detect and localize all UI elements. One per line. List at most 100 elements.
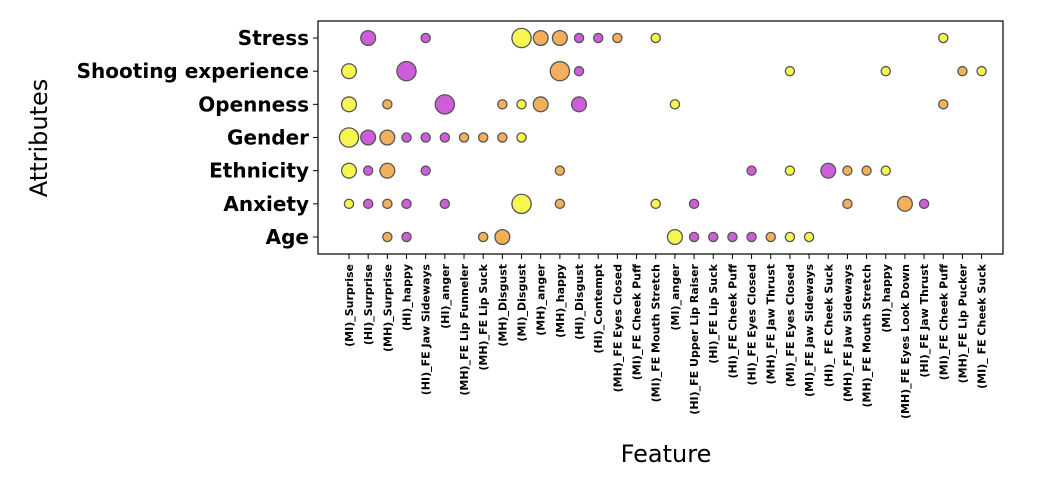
- x-tick-label: (MH)_FE Eyes Closed: [611, 264, 624, 392]
- bubble-point: [340, 162, 358, 179]
- x-tick-label: (HI)_FE Jaw Thrust: [918, 264, 931, 378]
- x-tick-label: (HI)_FE Lip Suck: [707, 263, 720, 363]
- x-tick-label: (MH)_FE Lip Funneler: [458, 263, 471, 395]
- bubble-point: [688, 231, 700, 243]
- bubble-point: [666, 228, 683, 246]
- bubble-point: [918, 198, 930, 210]
- bubble-point: [938, 99, 949, 110]
- bubble-point: [612, 32, 623, 44]
- bubble-point: [784, 231, 796, 243]
- bubble-point: [746, 165, 757, 176]
- x-tick-label: (HI)_FE Eyes Closed: [746, 264, 759, 386]
- x-tick-label: (MI)_Surprise: [343, 264, 356, 347]
- bubble-point: [379, 162, 396, 179]
- bubble-point: [401, 198, 412, 210]
- x-tick-label: (HI)_happy: [401, 264, 414, 331]
- bubble-point: [784, 65, 796, 77]
- bubble-point: [362, 165, 374, 176]
- bubble-point: [477, 132, 489, 143]
- y-tick-label: Ethnicity: [209, 159, 309, 183]
- x-tick-label: (MH)_Surprise: [381, 264, 394, 352]
- x-tick-label: (MH)_FE Lip Suck: [477, 263, 490, 370]
- bubble-point: [382, 99, 393, 110]
- bubble-point: [401, 132, 412, 143]
- y-tick-label: Anxiety: [223, 192, 309, 216]
- bubble-point: [516, 99, 527, 110]
- bubble-point: [727, 231, 738, 243]
- bubble-point: [382, 198, 393, 210]
- bubble-point: [820, 162, 837, 179]
- x-tick-label: (MH)_anger: [535, 263, 548, 335]
- bubble-point: [784, 165, 796, 176]
- bubble-point: [688, 198, 700, 210]
- bubble-point: [497, 99, 508, 110]
- bubble-point: [957, 65, 968, 77]
- bubble-point: [439, 132, 451, 143]
- x-tick-label: (MH)_Disgust: [496, 264, 509, 347]
- bubble-point: [707, 231, 719, 243]
- bubble-point: [573, 65, 585, 77]
- bubble-point: [938, 32, 949, 44]
- bubble-point: [554, 198, 566, 210]
- x-tick-label: (HI)_FE Upper Lip Raiser: [688, 263, 701, 414]
- x-tick-label: (MI)_FE Cheek Puff: [937, 264, 950, 380]
- y-tick-label: Shooting experience: [77, 59, 309, 83]
- bubble-point: [570, 96, 588, 113]
- bubble-point: [516, 132, 527, 143]
- bubble-point: [420, 132, 431, 143]
- bubble-point: [360, 29, 377, 47]
- y-tick-label: Openness: [198, 92, 309, 116]
- bubble-point: [401, 231, 412, 243]
- bubble-point: [650, 198, 661, 210]
- x-tick-label: (MI)_ FE Cheek Suck: [976, 263, 989, 389]
- y-axis-ticks: Age Anxiety Ethnicity Gender Openness Shootin…: [77, 26, 318, 249]
- bubble-point: [382, 231, 393, 243]
- bubble-point: [511, 27, 532, 49]
- bubble-point: [340, 96, 358, 113]
- bubble-point: [532, 96, 549, 113]
- y-tick-label: Gender: [227, 126, 309, 150]
- bubble-point: [746, 231, 757, 243]
- bubble-point: [511, 193, 532, 215]
- x-tick-label: (HI)_Contempt: [592, 264, 605, 354]
- x-tick-label: (HI)_Disgust: [573, 264, 586, 340]
- bubble-layer: [338, 27, 987, 246]
- x-tick-label: (HI)_FE Jaw Sideways: [420, 264, 433, 396]
- x-axis-ticks: (MI)_Surprise (HI)_Surprise (MH)_Surprise (…: [343, 254, 989, 419]
- bubble-point: [379, 129, 396, 146]
- bubble-point: [880, 65, 892, 77]
- bubble-point: [880, 165, 892, 176]
- bubble-point: [396, 60, 417, 82]
- bubble-point: [494, 228, 511, 246]
- bubble-point: [420, 32, 431, 44]
- x-tick-label: (MI)_anger: [669, 263, 682, 330]
- bubble-point: [477, 231, 489, 243]
- bubble-point: [803, 231, 815, 243]
- x-tick-label: (HI)_anger: [439, 263, 452, 328]
- bubble-point: [976, 65, 987, 77]
- bubble-point: [669, 99, 681, 110]
- x-tick-label: (HI)_Surprise: [362, 264, 375, 345]
- x-tick-label: (MH)_FE Jaw Sideways: [841, 264, 854, 403]
- bubble-point: [765, 231, 776, 243]
- bubble-point: [573, 32, 585, 44]
- bubble-point: [360, 129, 377, 146]
- x-tick-label: (HI)_ FE Cheek Suck: [822, 263, 835, 387]
- x-tick-label: (MI)_FE Jaw Sideways: [803, 264, 816, 397]
- bubble-point: [842, 165, 853, 176]
- x-tick-label: (HI)_FE Cheek Puff: [726, 264, 739, 379]
- bubble-point: [458, 132, 470, 143]
- bubble-point: [338, 127, 360, 148]
- bubble-point: [650, 32, 661, 44]
- x-tick-label: (MI)_happy: [880, 264, 893, 333]
- x-tick-label: (MH)_happy: [554, 264, 567, 338]
- bubble-point: [439, 198, 451, 210]
- bubble-point: [362, 198, 374, 210]
- x-tick-label: (MH)_FE Mouth Stretch: [861, 264, 874, 408]
- y-tick-label: Stress: [238, 26, 309, 50]
- bubble-point: [340, 63, 358, 80]
- x-tick-label: (MI)_FE Mouth Stretch: [650, 264, 663, 402]
- bubble-point: [861, 165, 872, 176]
- bubble-point: [842, 198, 853, 210]
